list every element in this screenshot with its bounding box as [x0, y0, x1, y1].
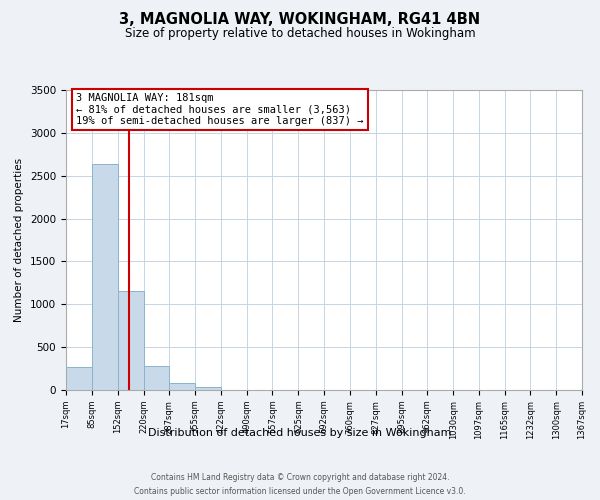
Bar — [169, 383, 195, 390]
Bar — [66, 367, 92, 390]
Text: 3, MAGNOLIA WAY, WOKINGHAM, RG41 4BN: 3, MAGNOLIA WAY, WOKINGHAM, RG41 4BN — [119, 12, 481, 28]
Bar — [195, 386, 221, 390]
Bar — [143, 366, 169, 390]
Y-axis label: Number of detached properties: Number of detached properties — [14, 158, 25, 322]
Bar — [118, 292, 143, 390]
Bar — [92, 164, 118, 390]
Text: Size of property relative to detached houses in Wokingham: Size of property relative to detached ho… — [125, 28, 475, 40]
Text: Distribution of detached houses by size in Wokingham: Distribution of detached houses by size … — [148, 428, 452, 438]
Text: Contains HM Land Registry data © Crown copyright and database right 2024.: Contains HM Land Registry data © Crown c… — [151, 472, 449, 482]
Text: Contains public sector information licensed under the Open Government Licence v3: Contains public sector information licen… — [134, 488, 466, 496]
Text: 3 MAGNOLIA WAY: 181sqm
← 81% of detached houses are smaller (3,563)
19% of semi-: 3 MAGNOLIA WAY: 181sqm ← 81% of detached… — [76, 93, 364, 126]
